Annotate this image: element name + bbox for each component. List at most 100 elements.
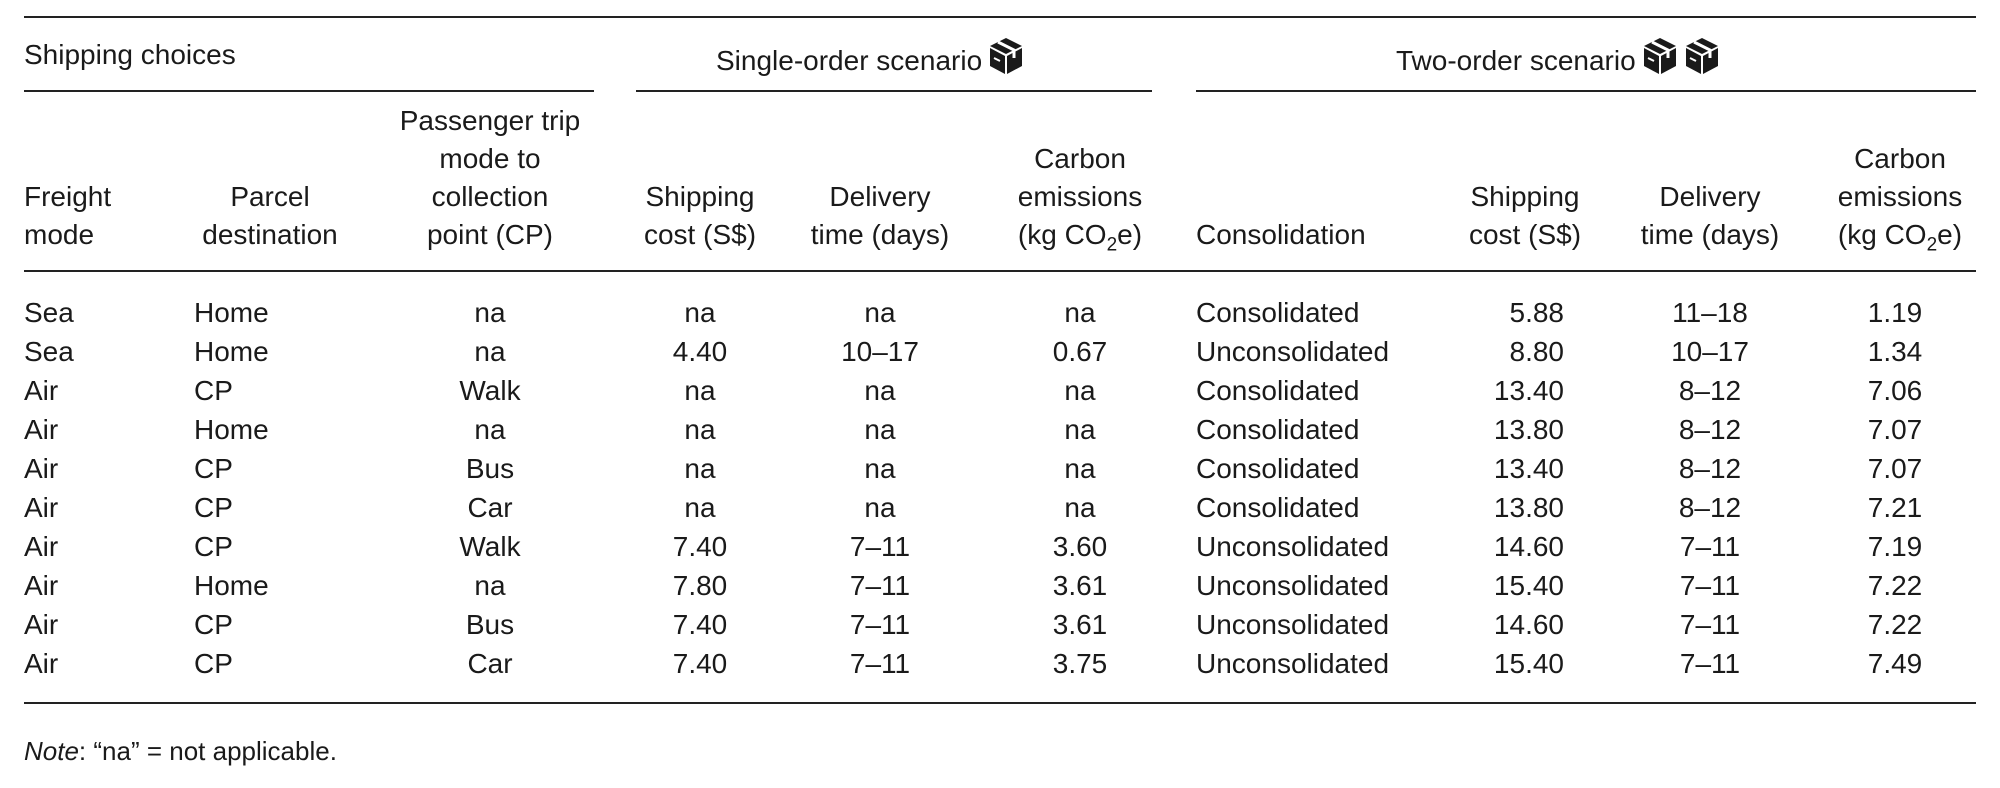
cell-passenger-trip-mode: Car — [467, 648, 513, 679]
cell-consolidation: Consolidated — [1196, 453, 1360, 484]
table-bottom-rule — [24, 702, 1976, 704]
cell-two-carbon: 7.07 — [1867, 414, 1923, 445]
cell-freight-mode: Air — [24, 375, 59, 406]
col-header-parcel-destination-line2: destination — [202, 219, 338, 250]
col-header-parcel-destination-line1: Parcel — [230, 181, 310, 212]
cell-two-delivery-time: 7–11 — [1679, 570, 1741, 601]
cell-freight-mode: Sea — [24, 297, 74, 328]
package-icon — [988, 36, 1024, 86]
cell-two-carbon: 7.06 — [1867, 375, 1923, 406]
cell-two-delivery-time: 7–11 — [1679, 531, 1741, 562]
cell-single-shipping-cost: 7.40 — [672, 531, 728, 562]
cell-parcel-destination: CP — [194, 531, 233, 562]
cell-single-delivery-time: na — [864, 492, 896, 523]
cell-two-delivery-time: 8–12 — [1678, 492, 1742, 523]
cell-single-delivery-time: na — [864, 453, 896, 484]
cell-parcel-destination: CP — [194, 609, 233, 640]
cell-parcel-destination: CP — [194, 492, 233, 523]
cell-parcel-destination: CP — [194, 375, 233, 406]
cell-single-shipping-cost: 7.80 — [672, 570, 728, 601]
cell-single-delivery-time: 7–11 — [849, 531, 911, 562]
cell-parcel-destination: CP — [194, 648, 233, 679]
cell-two-carbon: 7.22 — [1867, 570, 1923, 601]
cell-consolidation: Consolidated — [1196, 492, 1360, 523]
col-header-two-carbon-line2: emissions — [1837, 181, 1963, 212]
col-header-two-delivery-time-line2: time (days) — [1640, 219, 1780, 250]
cell-single-delivery-time: na — [864, 297, 896, 328]
cell-parcel-destination: Home — [194, 336, 269, 367]
cell-consolidation: Unconsolidated — [1196, 336, 1390, 367]
cell-consolidation: Consolidated — [1196, 414, 1360, 445]
cell-two-carbon: 1.19 — [1867, 297, 1923, 328]
cell-consolidation: Unconsolidated — [1196, 648, 1390, 679]
cell-two-delivery-time: 7–11 — [1679, 609, 1741, 640]
col-header-single-carbon-line1: Carbon — [1034, 143, 1126, 174]
cell-freight-mode: Air — [24, 492, 59, 523]
col-header-single-shipping-cost-line2: cost (S$) — [643, 219, 757, 250]
cell-two-delivery-time: 8–12 — [1678, 453, 1742, 484]
two-order-label: Two-order scenario — [1396, 45, 1636, 76]
package-icon — [1642, 36, 1678, 86]
cell-freight-mode: Sea — [24, 336, 74, 367]
col-header-consolidation: Consolidation — [1196, 219, 1366, 250]
cell-two-delivery-time: 8–12 — [1678, 375, 1742, 406]
cell-single-shipping-cost: na — [684, 414, 716, 445]
cell-passenger-trip-mode: Bus — [465, 453, 515, 484]
cell-freight-mode: Air — [24, 531, 59, 562]
cell-two-delivery-time: 10–17 — [1671, 336, 1749, 367]
cell-single-carbon: na — [1064, 453, 1096, 484]
col-header-two-shipping-cost-line1: Shipping — [1470, 181, 1580, 212]
cell-two-carbon: 7.22 — [1867, 609, 1923, 640]
cell-freight-mode: Air — [24, 453, 59, 484]
col-header-single-carbon-line3: (kg CO2e) — [990, 216, 1170, 265]
co2-subscript: 2 — [1106, 234, 1118, 256]
cell-single-shipping-cost: na — [684, 453, 716, 484]
cell-freight-mode: Air — [24, 648, 59, 679]
cell-single-carbon: 3.61 — [1052, 609, 1108, 640]
cell-two-shipping-cost: 13.40 — [1493, 375, 1564, 406]
co2-unit-prefix: (kg CO — [1837, 219, 1927, 250]
cell-passenger-trip-mode: na — [474, 297, 506, 328]
cell-parcel-destination: Home — [194, 570, 269, 601]
col-header-passenger-trip-line2: mode to — [439, 143, 541, 174]
cell-passenger-trip-mode: na — [474, 336, 506, 367]
cell-passenger-trip-mode: Walk — [459, 531, 521, 562]
col-header-freight-mode: Freight mode — [24, 178, 174, 254]
cell-consolidation: Unconsolidated — [1196, 609, 1390, 640]
cell-two-shipping-cost: 13.40 — [1493, 453, 1564, 484]
cell-consolidation: Unconsolidated — [1196, 570, 1390, 601]
cell-two-carbon: 7.19 — [1867, 531, 1923, 562]
top-rule — [24, 16, 1976, 18]
cell-single-delivery-time: na — [864, 375, 896, 406]
col-header-passenger-trip: Passenger trip mode to collection point … — [380, 102, 600, 254]
col-header-single-carbon-line2: emissions — [1017, 181, 1143, 212]
co2-subscript: 2 — [1926, 234, 1938, 256]
cell-single-delivery-time: 7–11 — [849, 570, 911, 601]
cell-single-shipping-cost: 7.40 — [672, 609, 728, 640]
cell-two-shipping-cost: 14.60 — [1493, 531, 1564, 562]
cell-two-delivery-time: 8–12 — [1678, 414, 1742, 445]
cell-parcel-destination: Home — [194, 414, 269, 445]
two-order-underline — [1196, 90, 1976, 92]
cell-passenger-trip-mode: na — [474, 414, 506, 445]
cell-single-shipping-cost: na — [684, 492, 716, 523]
cell-parcel-destination: CP — [194, 453, 233, 484]
cell-two-shipping-cost: 5.88 — [1509, 297, 1565, 328]
shipping-choices-underline — [24, 90, 594, 92]
col-header-single-shipping-cost-line1: Shipping — [645, 181, 755, 212]
cell-single-carbon: na — [1064, 297, 1096, 328]
cell-two-carbon: 7.21 — [1867, 492, 1923, 523]
cell-single-delivery-time: 7–11 — [849, 609, 911, 640]
cell-single-carbon: 3.61 — [1052, 570, 1108, 601]
cell-two-shipping-cost: 8.80 — [1509, 336, 1565, 367]
cell-freight-mode: Air — [24, 414, 59, 445]
cell-consolidation: Consolidated — [1196, 375, 1360, 406]
cell-passenger-trip-mode: Walk — [459, 375, 521, 406]
header-bottom-rule — [24, 270, 1976, 272]
co2-unit-prefix: (kg CO — [1017, 219, 1107, 250]
col-header-two-shipping-cost: Shipping cost (S$) — [1440, 178, 1610, 254]
cell-two-carbon: 1.34 — [1867, 336, 1923, 367]
cell-single-carbon: 3.60 — [1052, 531, 1108, 562]
col-header-single-delivery-time-line2: time (days) — [810, 219, 950, 250]
cell-single-delivery-time: 7–11 — [849, 648, 911, 679]
